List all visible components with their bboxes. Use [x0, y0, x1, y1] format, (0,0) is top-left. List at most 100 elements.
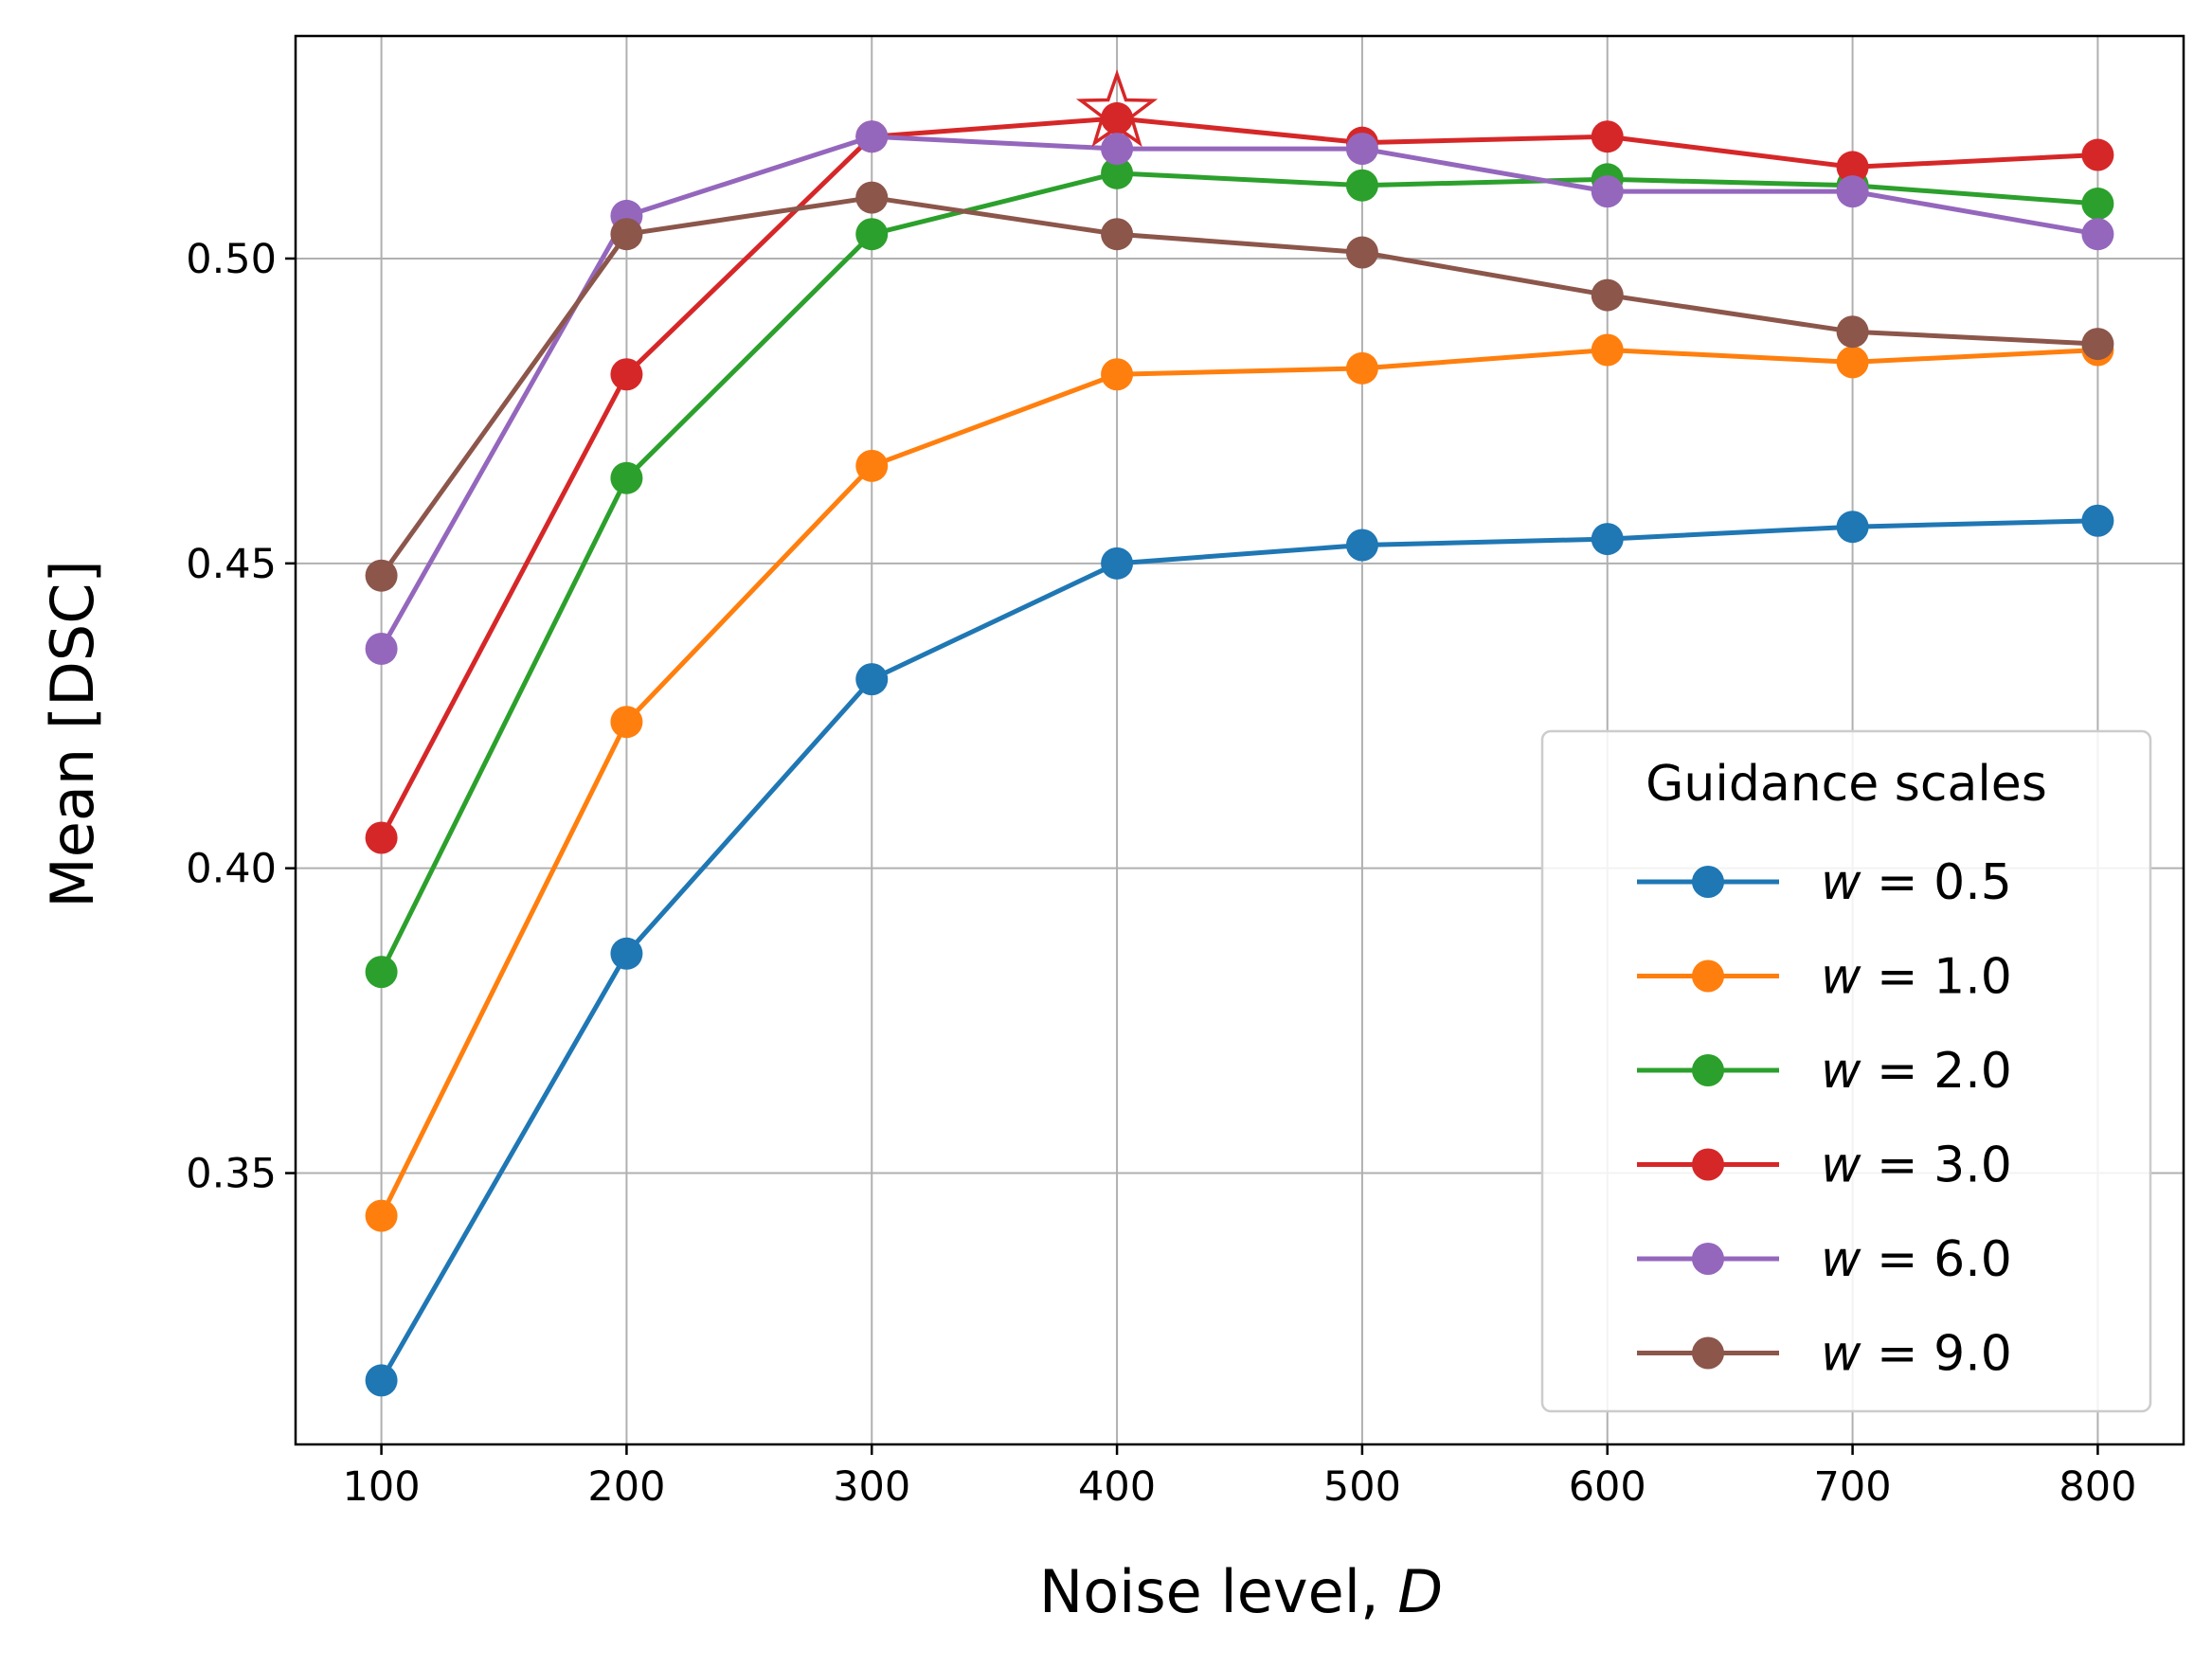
axis-ticks: 100 200 300 400 500 600 700 800 0.35 0.40 0.45 0.50 — [186, 236, 2136, 1511]
x-tick-label: 400 — [1078, 1463, 1156, 1511]
legend-marker — [1692, 1054, 1724, 1086]
data-point — [1101, 101, 1134, 134]
series-6.0 — [365, 120, 2114, 665]
series-1.0 — [365, 333, 2114, 1232]
legend-marker — [1692, 1336, 1724, 1370]
x-tick-label: 500 — [1323, 1463, 1401, 1511]
data-point — [855, 449, 889, 482]
data-point — [1345, 169, 1378, 202]
data-point — [1836, 511, 1869, 544]
data-point — [1101, 156, 1134, 189]
legend-value: = 0.5 — [1861, 854, 2012, 911]
series-0.5 — [365, 504, 2114, 1397]
series-9.0 — [365, 181, 2114, 592]
data-point — [855, 120, 889, 153]
data-point — [1836, 175, 1869, 208]
data-point — [1591, 120, 1624, 153]
x-axis-label: Noise level, D — [1039, 1557, 1443, 1626]
legend-item: w = 3.0 — [1637, 1138, 2012, 1194]
y-tick-label: 0.45 — [186, 541, 277, 588]
legend-value: = 3.0 — [1861, 1138, 2012, 1194]
legend-label: w = 2.0 — [1821, 1043, 2012, 1100]
legend-value: = 6.0 — [1861, 1231, 2012, 1288]
data-point — [365, 1364, 398, 1397]
y-tick-label: 0.35 — [186, 1151, 277, 1198]
data-point — [1101, 133, 1134, 166]
x-tick-label: 700 — [1814, 1463, 1892, 1511]
series-line — [379, 170, 2098, 974]
legend-label: w = 0.5 — [1821, 854, 2012, 911]
data-point — [365, 559, 398, 592]
y-tick-label: 0.50 — [186, 236, 277, 283]
legend-var: w — [1821, 949, 1861, 1006]
legend: Guidance scales w = 0.5w = 1.0w = 2.0w =… — [1540, 729, 2152, 1413]
legend-label: w = 9.0 — [1821, 1326, 2012, 1383]
legend-marker — [1692, 959, 1724, 993]
data-point — [610, 937, 643, 970]
series-line — [379, 348, 2098, 1217]
data-point — [2081, 504, 2114, 537]
x-tick-label: 200 — [587, 1463, 665, 1511]
data-point — [365, 956, 398, 989]
legend-items: w = 0.5w = 1.0w = 2.0w = 3.0w = 6.0w = 9… — [1637, 854, 2012, 1383]
legend-marker — [1692, 866, 1724, 898]
legend-label: w = 6.0 — [1821, 1231, 2012, 1288]
data-point — [1591, 278, 1624, 312]
x-tick-label: 100 — [343, 1463, 421, 1511]
data-point — [1101, 547, 1134, 580]
legend-var: w — [1821, 1138, 1861, 1194]
legend-item: w = 2.0 — [1637, 1043, 2012, 1100]
data-point — [1591, 333, 1624, 367]
x-tick-label: 800 — [2059, 1463, 2136, 1511]
legend-box — [1540, 729, 2152, 1413]
data-point — [2081, 188, 2114, 221]
legend-item: w = 0.5 — [1637, 854, 2012, 911]
data-series — [365, 101, 2114, 1397]
series-line — [379, 116, 2098, 839]
series-line — [379, 195, 2098, 578]
data-point — [365, 632, 398, 665]
legend-value: = 2.0 — [1861, 1043, 2012, 1100]
legend-title: Guidance scales — [1646, 756, 2047, 813]
y-axis-label: Mean [DSC] — [38, 560, 107, 907]
data-point — [1345, 133, 1378, 166]
legend-var: w — [1821, 1231, 1861, 1288]
data-point — [2081, 328, 2114, 361]
legend-item: w = 6.0 — [1637, 1231, 2012, 1288]
annotations — [1075, 69, 1159, 148]
series-line — [379, 518, 2098, 1382]
data-point — [1836, 315, 1869, 349]
legend-marker — [1692, 1148, 1724, 1181]
data-point — [855, 181, 889, 214]
x-axis-label-var: D — [1397, 1557, 1443, 1626]
data-point — [610, 706, 643, 739]
x-tick-label: 300 — [833, 1463, 910, 1511]
legend-var: w — [1821, 854, 1861, 911]
legend-marker — [1692, 1243, 1724, 1275]
data-point — [1345, 529, 1378, 562]
legend-var: w — [1821, 1043, 1861, 1100]
data-point — [610, 461, 643, 494]
series-3.0 — [365, 101, 2114, 854]
data-point — [855, 218, 889, 251]
series-line — [379, 134, 2098, 651]
legend-value: = 9.0 — [1861, 1326, 2012, 1383]
legend-item: w = 1.0 — [1637, 949, 2012, 1006]
legend-value: = 1.0 — [1861, 949, 2012, 1006]
data-point — [1101, 358, 1134, 391]
data-point — [365, 821, 398, 854]
data-point — [1836, 151, 1869, 184]
legend-label: w = 3.0 — [1821, 1138, 2012, 1194]
data-point — [855, 663, 889, 696]
best-star-marker — [1075, 69, 1159, 148]
legend-label: w = 1.0 — [1821, 949, 2012, 1006]
data-point — [610, 358, 643, 391]
data-point — [1101, 218, 1134, 251]
data-point — [1591, 175, 1624, 208]
data-point — [1345, 351, 1378, 385]
legend-var: w — [1821, 1326, 1861, 1383]
data-point — [1345, 236, 1378, 269]
data-point — [365, 1199, 398, 1232]
data-point — [1591, 523, 1624, 556]
